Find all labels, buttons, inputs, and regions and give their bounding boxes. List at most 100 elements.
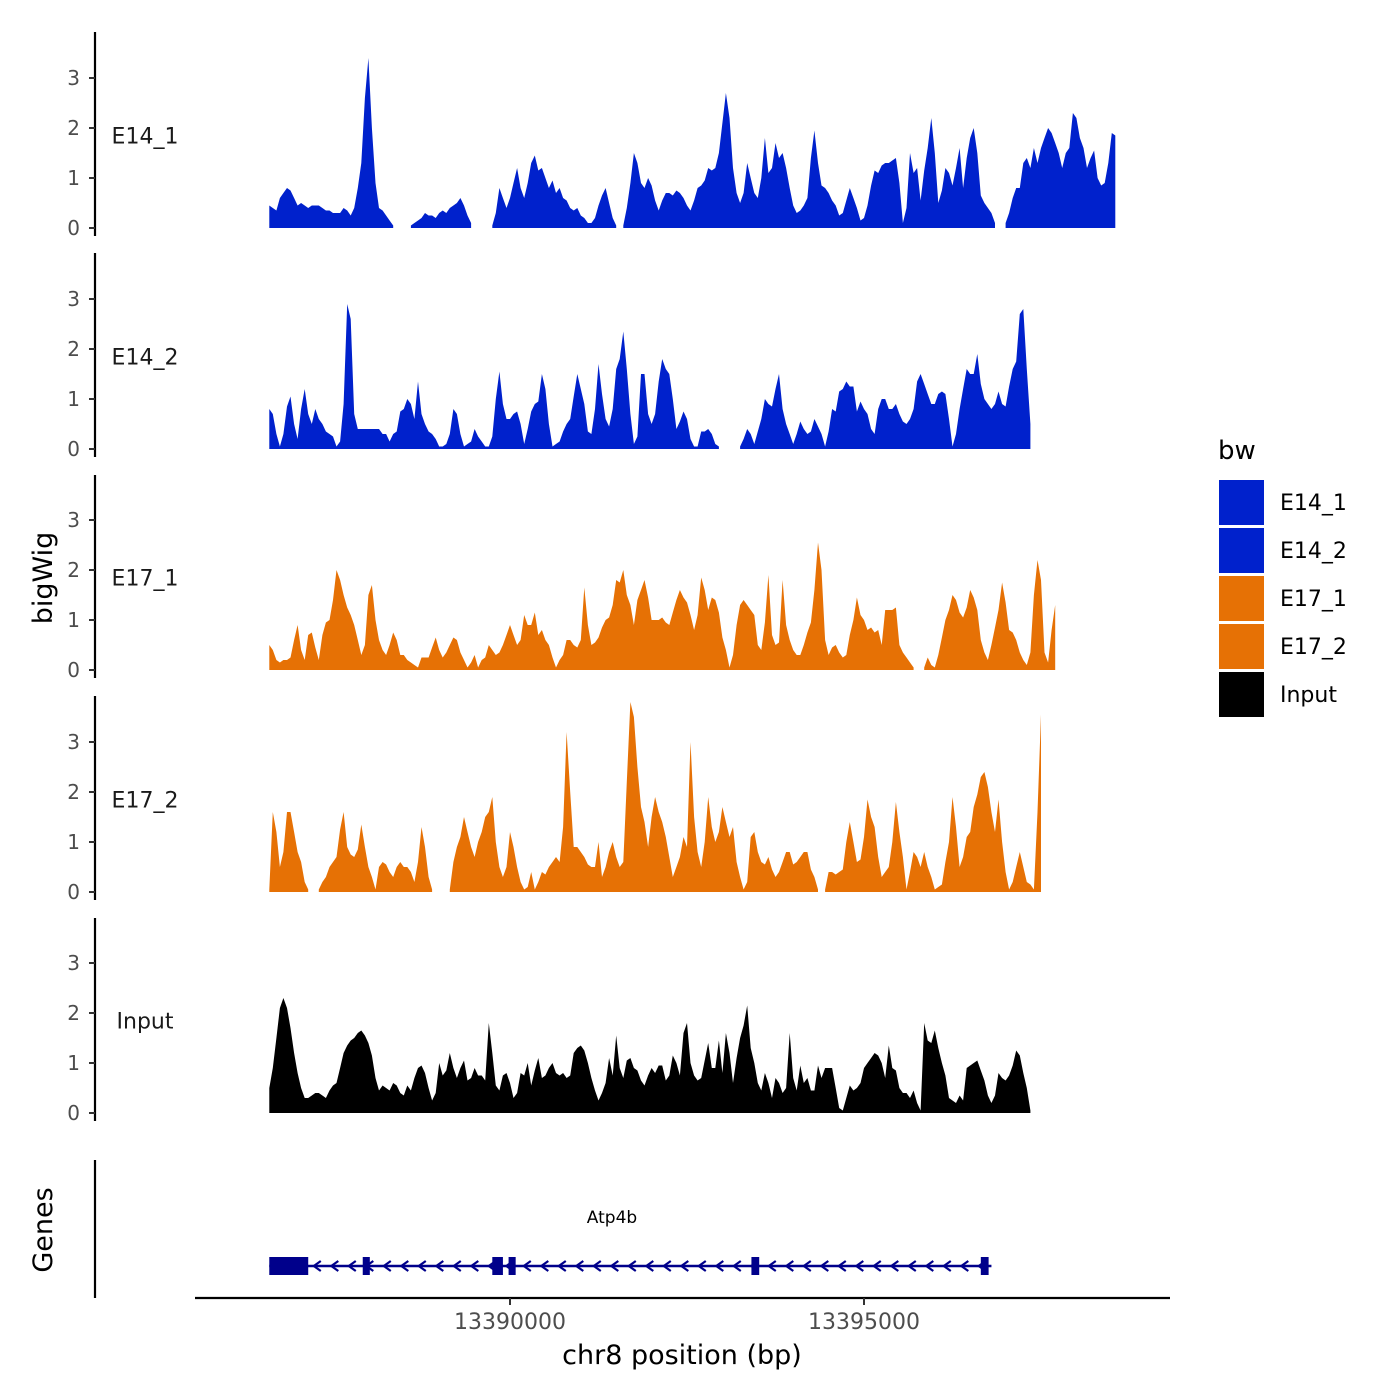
y-tick-label: 1 [67,166,80,190]
strand-arrow [731,1260,742,1272]
y-tick-label: 0 [67,437,80,461]
strand-arrow [381,1260,392,1272]
signal-area-e14-2 [269,304,719,449]
signal-area-e14-1 [492,155,617,228]
track-e17-1: 0 1 2 3 E17_1 [67,475,1056,682]
y-tick-label: 1 [67,608,80,632]
track-label: E17_1 [112,567,179,592]
signal-area-e14-2 [740,309,1031,449]
y-tick-label: 2 [67,780,80,804]
strand-arrow [556,1260,567,1272]
legend-label: Input [1280,683,1337,708]
legend-swatch [1219,480,1264,525]
gene-exon [362,1257,370,1275]
y-tick-label: 2 [67,337,80,361]
strand-arrow [924,1260,934,1272]
legend-swatch [1219,672,1264,717]
legend-label: E17_2 [1280,635,1347,660]
y-tick-label: 0 [67,658,80,682]
signal-area-e14-1 [410,198,472,228]
y-tick-label: 0 [67,1101,80,1125]
signal-area-e17-2 [318,812,433,892]
strand-arrow [644,1260,654,1272]
tracks-layer: 0 1 2 3 E14_1 0 1 2 3 E14_2 0 1 2 3 E17_1 0 1 2 3 E17_2 0 1 2 3… [67,32,1116,1125]
gene-exon [269,1257,309,1275]
gene-name-label: Atp4b [587,1208,637,1228]
signal-area-e17-1 [924,560,1056,670]
legend-label: E14_2 [1280,539,1347,564]
track-label: Input [117,1010,174,1035]
legend: bw E14_1 E14_2 E17_1 E17_2 Input [1218,436,1347,717]
y-tick-label: 2 [67,558,80,582]
y-tick-label: 3 [67,730,80,754]
legend-swatch [1219,624,1264,669]
legend-item: E14_2 [1219,528,1347,573]
y-tick-label: 3 [67,287,80,311]
track-label: E17_2 [112,789,179,814]
signal-area-e17-1 [269,542,914,670]
x-tick-label: 13395000 [808,1310,920,1335]
strand-arrow [854,1260,864,1272]
strand-arrow [574,1260,584,1272]
legend-swatch [1219,576,1264,621]
strand-arrow [416,1260,427,1272]
strand-arrow [679,1260,689,1272]
y-tick-label: 1 [67,1051,80,1075]
strand-arrow [959,1260,969,1272]
strand-arrow [889,1260,899,1272]
track-label: E14_2 [112,346,179,371]
y-axis-title: bigWig [28,532,59,625]
y-tick-label: 3 [67,508,80,532]
y-tick-label: 1 [67,830,80,854]
x-axis-title: chr8 position (bp) [562,1340,802,1371]
legend-swatch [1219,528,1264,573]
strand-arrow [784,1260,794,1272]
strand-arrow [801,1260,812,1272]
gene-exon [492,1257,503,1275]
y-tick-label: 3 [67,951,80,975]
strand-arrow [434,1260,444,1272]
strand-arrow [696,1260,707,1272]
strand-arrow [609,1260,619,1272]
legend-item: Input [1219,672,1337,717]
strand-arrow [819,1260,829,1272]
gene-model: Atp4b [269,1208,992,1275]
legend-label: E14_1 [1280,491,1347,516]
strand-arrow [836,1260,847,1272]
gene-exon [751,1257,760,1275]
strand-arrow [941,1260,952,1272]
strand-arrow [906,1260,917,1272]
signal-area-e17-2 [269,812,309,892]
strand-arrow [766,1260,777,1272]
legend-item: E14_1 [1219,480,1347,525]
genes-axis-title: Genes [28,1187,59,1272]
legend-item: E17_1 [1219,576,1347,621]
strand-arrow [591,1260,602,1272]
track-input: 0 1 2 3 Input [67,918,1031,1125]
y-tick-label: 3 [67,66,80,90]
x-tick-label: 13390000 [454,1310,566,1335]
genes-layer: Atp4b [93,1160,992,1298]
signal-area-e17-2 [449,702,818,892]
strand-arrow [469,1260,479,1272]
y-tick-label: 0 [67,216,80,240]
gene-exon [508,1257,516,1275]
strand-arrow [346,1260,357,1272]
track-e14-1: 0 1 2 3 E14_1 [67,32,1116,240]
y-tick-label: 0 [67,880,80,904]
strand-arrow [714,1260,724,1272]
strand-arrow [871,1260,882,1272]
strand-arrow [451,1260,462,1272]
strand-arrow [661,1260,672,1272]
y-tick-label: 2 [67,1001,80,1025]
track-e14-2: 0 1 2 3 E14_2 [67,253,1031,461]
strand-arrow [311,1260,322,1272]
signal-area-input [269,998,1031,1113]
y-tick-label: 2 [67,116,80,140]
x-axis: 13390000 13395000 [195,1296,1170,1335]
strand-arrow [539,1260,549,1272]
signal-area-e17-2 [825,714,1041,892]
gene-exon [980,1257,989,1275]
